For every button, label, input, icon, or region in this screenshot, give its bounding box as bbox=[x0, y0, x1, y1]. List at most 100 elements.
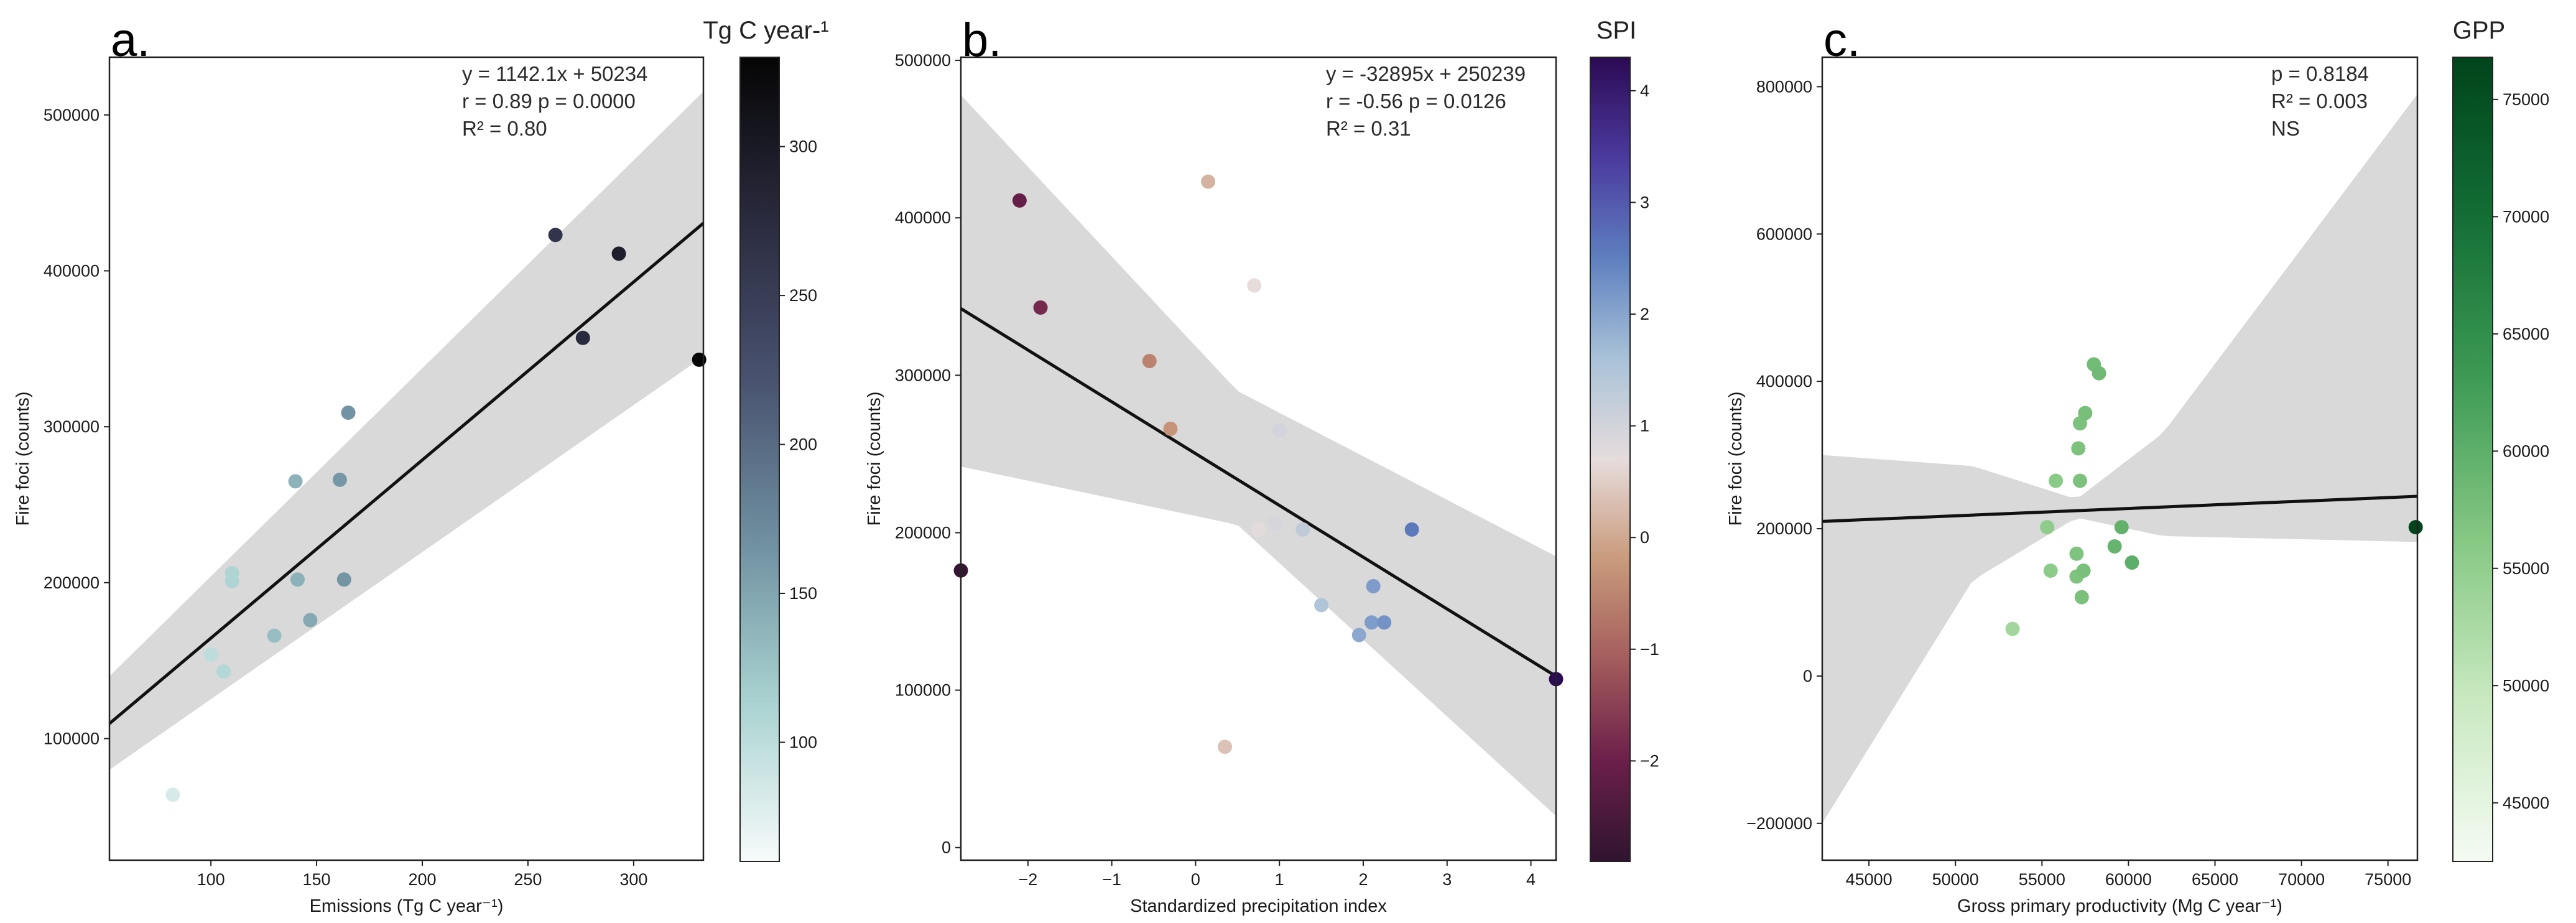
scatter-point bbox=[216, 664, 231, 679]
scatter-point bbox=[1163, 421, 1178, 436]
scatter-point bbox=[2076, 564, 2091, 578]
colorbar-tick-label: 65000 bbox=[2503, 325, 2549, 343]
scatter-point bbox=[1251, 522, 1266, 537]
colorbar-tick-label: 70000 bbox=[2503, 207, 2549, 226]
x-tick-label: 65000 bbox=[2192, 870, 2238, 889]
y-axis-label: Fire foci (counts) bbox=[1726, 392, 1746, 526]
scatter-point bbox=[2073, 473, 2088, 488]
colorbar-tick-label: 75000 bbox=[2503, 90, 2549, 109]
stats-annotation: y = 1142.1x + 50234 bbox=[462, 62, 647, 85]
x-tick-label: 45000 bbox=[1846, 870, 1893, 889]
scatter-point bbox=[692, 352, 707, 367]
stats-annotation: r = 0.89 p = 0.0000 bbox=[462, 90, 636, 113]
scatter-point bbox=[1247, 278, 1262, 293]
scatter-point bbox=[1218, 740, 1233, 754]
scatter-point bbox=[1201, 174, 1216, 189]
y-tick-label: 0 bbox=[1803, 667, 1812, 685]
scatter-point bbox=[548, 228, 563, 243]
scatter-point bbox=[1404, 522, 1419, 537]
scatter-point bbox=[165, 787, 180, 802]
scatter-point bbox=[2005, 621, 2020, 636]
scatter-point bbox=[1351, 628, 1366, 642]
scatter-point bbox=[1377, 615, 1392, 630]
stats-annotation: R² = 0.003 bbox=[2271, 90, 2368, 113]
axes-frame bbox=[960, 56, 1557, 861]
stats-annotation: y = -32895x + 250239 bbox=[1326, 62, 1526, 85]
scatter-point bbox=[1366, 579, 1381, 594]
x-tick-label: 150 bbox=[303, 870, 331, 889]
scatter-point bbox=[203, 647, 218, 662]
x-tick-label: 100 bbox=[197, 870, 225, 889]
scatter-point bbox=[2043, 564, 2058, 578]
scatter-point bbox=[2071, 441, 2086, 456]
y-axis-label: Fire foci (counts) bbox=[864, 392, 884, 526]
regression-line bbox=[109, 221, 703, 725]
scatter-point bbox=[1295, 522, 1310, 537]
scatter-point bbox=[2092, 366, 2106, 381]
axes-frame bbox=[108, 56, 705, 861]
scatter-point bbox=[2074, 590, 2089, 605]
scatter-point bbox=[1012, 193, 1027, 208]
x-tick-label: 200 bbox=[408, 870, 436, 889]
colorbar-tick-label: 45000 bbox=[2503, 794, 2549, 812]
y-tick-label: 200000 bbox=[44, 573, 100, 592]
scatter-point bbox=[2114, 520, 2129, 535]
y-tick-label: 300000 bbox=[44, 417, 100, 436]
stats-annotation: R² = 0.31 bbox=[1326, 117, 1411, 140]
colorbar-tick-label: −2 bbox=[1640, 751, 1659, 770]
stats-annotation: R² = 0.80 bbox=[462, 117, 547, 140]
panel-label: c. bbox=[1823, 14, 1860, 67]
y-tick-label: 100000 bbox=[895, 681, 951, 700]
scatter-point bbox=[1272, 423, 1287, 438]
panel-c: 45000 50000 55000 60000 65000 70000 75000 −2000… bbox=[1718, 0, 2576, 923]
x-tick-label: 0 bbox=[1191, 870, 1200, 889]
colorbar-title: SPI bbox=[1596, 17, 1636, 44]
panel-a: 100 150 200 250 300 100000 200000 300000 400000 5… bbox=[0, 0, 859, 923]
y-tick-label: 200000 bbox=[895, 523, 951, 542]
colorbar-tick-label: 50000 bbox=[2503, 676, 2549, 695]
colorbar-tick-label: 200 bbox=[789, 435, 817, 454]
chart-panel-c: 45000 50000 55000 60000 65000 70000 75000 −2000… bbox=[1726, 14, 2549, 916]
x-axis-label: Standardized precipitation index bbox=[1130, 896, 1387, 916]
regression-line bbox=[1822, 494, 2417, 523]
stats-annotation: NS bbox=[2271, 117, 2300, 140]
colorbar bbox=[739, 57, 780, 862]
y-tick-label: 0 bbox=[942, 838, 951, 857]
colorbar-tick-label: 4 bbox=[1640, 81, 1649, 100]
colorbar-tick-label: 150 bbox=[789, 584, 817, 603]
colorbar-title: GPP bbox=[2453, 17, 2505, 44]
x-tick-label: −1 bbox=[1102, 870, 1121, 889]
y-tick-label: 800000 bbox=[1756, 77, 1812, 96]
x-tick-label: 300 bbox=[619, 870, 647, 889]
y-tick-label: 400000 bbox=[895, 208, 951, 227]
chart-panel-a: 100 150 200 250 300 100000 200000 300000 400000 5… bbox=[13, 14, 829, 916]
y-axis-label: Fire foci (counts) bbox=[13, 392, 33, 526]
scatter-point bbox=[290, 572, 305, 587]
y-tick-label: 100000 bbox=[44, 729, 100, 748]
x-tick-label: 3 bbox=[1442, 870, 1452, 889]
y-tick-label: 600000 bbox=[1756, 225, 1812, 243]
scatter-point bbox=[2078, 406, 2093, 420]
x-tick-label: 1 bbox=[1275, 870, 1284, 889]
scatter-point bbox=[2124, 555, 2139, 570]
colorbar-tick-label: 250 bbox=[789, 286, 817, 305]
colorbar-title: Tg C year-¹ bbox=[703, 17, 828, 44]
scatter-point bbox=[288, 474, 303, 489]
colorbar-tick-label: 100 bbox=[789, 733, 817, 751]
scatter-point bbox=[336, 572, 351, 587]
x-tick-label: 50000 bbox=[1932, 870, 1979, 889]
x-tick-label: 70000 bbox=[2278, 870, 2325, 889]
colorbar-tick-label: 3 bbox=[1640, 193, 1649, 211]
scatter-point bbox=[1364, 615, 1379, 630]
y-tick-label: 400000 bbox=[44, 261, 100, 280]
scatter-point bbox=[2408, 520, 2423, 535]
scatter-point bbox=[332, 472, 347, 487]
chart-panel-b: −2 −1 0 1 2 3 4 0 100000 200000 300000 400000 500000… bbox=[864, 14, 1659, 916]
scatter-point bbox=[2049, 473, 2064, 488]
panel-label: b. bbox=[962, 14, 1001, 67]
x-tick-label: 60000 bbox=[2105, 870, 2152, 889]
scatter-point bbox=[2040, 520, 2055, 535]
confidence-band bbox=[1822, 94, 2417, 823]
scatter-point bbox=[267, 628, 282, 643]
colorbar-tick-label: 1 bbox=[1640, 417, 1649, 435]
